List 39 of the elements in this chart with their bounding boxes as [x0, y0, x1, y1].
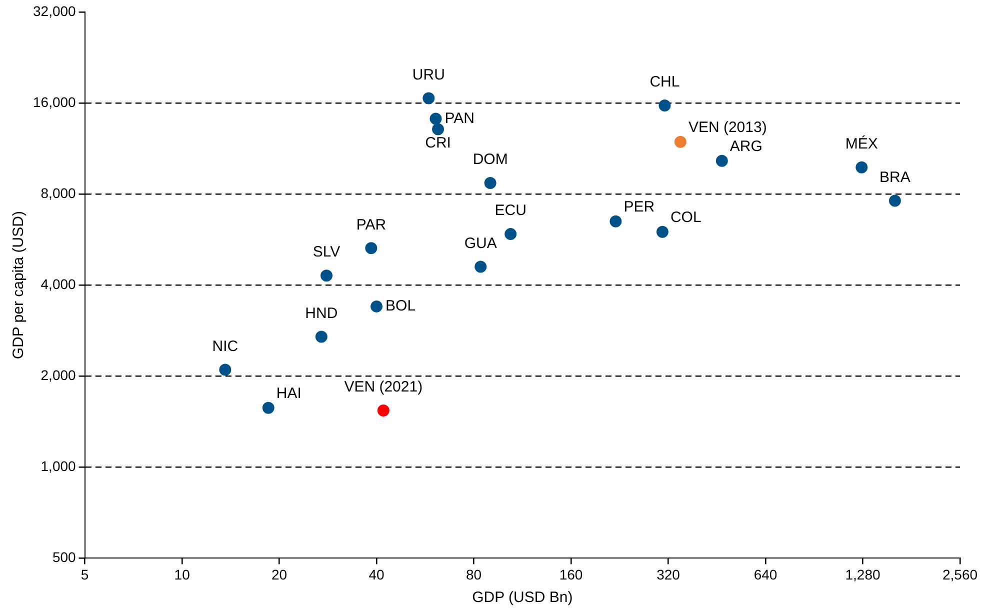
annotation: URU	[412, 66, 445, 84]
annotation: ECU	[494, 202, 526, 220]
annotation: SLV	[312, 244, 340, 261]
annotation: GUA	[464, 234, 497, 252]
annotation: ARG	[730, 138, 762, 156]
y-tick-label: 8,000	[40, 184, 76, 201]
x-tick-label: 320	[656, 566, 680, 582]
annotation: BRA	[880, 168, 910, 186]
annotation: VEN (2021)	[344, 378, 423, 396]
y-tick-label: 500	[52, 549, 76, 566]
annotation: PAR	[356, 216, 386, 234]
x-axis-title: GDP (USD Bn)	[472, 589, 573, 606]
annotation: VEN (2013)	[688, 119, 767, 136]
x-tick-label: 80	[466, 566, 482, 582]
x-tick-label: 20	[272, 566, 288, 582]
annotation: NIC	[212, 338, 238, 355]
x-tick-label: 640	[754, 566, 778, 582]
x-tick-label: 10	[174, 566, 190, 582]
annotation: DOM	[472, 151, 508, 168]
annotation: HND	[305, 304, 338, 322]
y-tick-label: 32,000	[32, 2, 76, 19]
y-tick-label: 1,000	[40, 458, 76, 474]
annotation: MÉX	[845, 134, 878, 153]
annotation: PAN	[444, 110, 474, 127]
x-tick-label: 2,560	[942, 566, 978, 582]
annotation: BOL	[386, 298, 416, 315]
y-tick-label: 2,000	[40, 366, 76, 383]
x-tick-label: 40	[368, 566, 385, 582]
annotation: PER	[624, 198, 655, 216]
annotation: COL	[670, 208, 702, 226]
x-tick-label: 5	[80, 566, 89, 582]
annotation: CHL	[650, 74, 680, 91]
y-tick-label: 16,000	[32, 94, 76, 110]
annotation: CRI	[425, 134, 451, 152]
y-axis-title: GDP per capita (USD)	[10, 211, 28, 360]
y-tick-label: 4,000	[40, 276, 76, 292]
x-tick-label: 160	[559, 566, 583, 582]
annotation: HAI	[276, 385, 302, 402]
x-tick-label: 1,280	[845, 566, 880, 582]
